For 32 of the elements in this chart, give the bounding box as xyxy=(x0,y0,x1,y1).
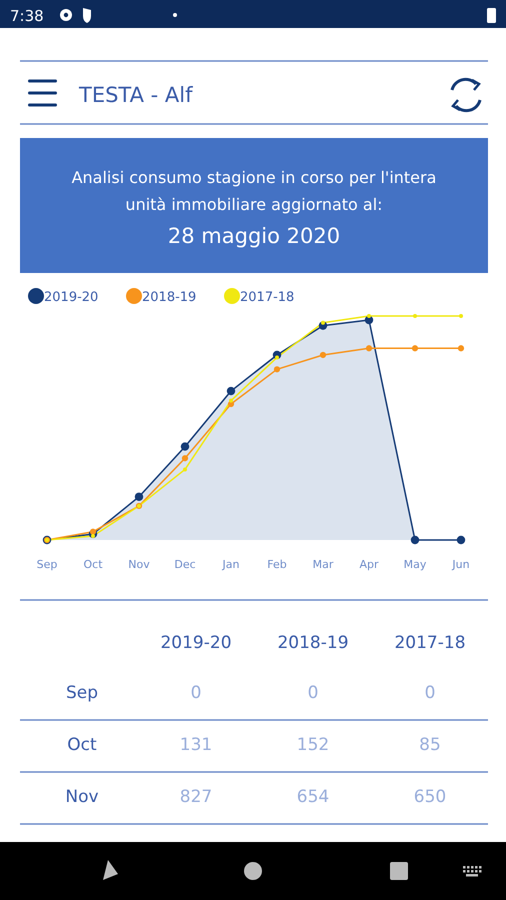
text: TESTA - Alf xyxy=(78,83,194,107)
text: 2018-19 xyxy=(277,633,349,653)
chart-subtitle: 28 maggio 2020 xyxy=(168,224,340,248)
data-label: 654 xyxy=(296,787,330,807)
x-tick-label: Feb xyxy=(267,558,287,571)
text: 7:38 xyxy=(10,7,44,25)
x-tick-label: Nov xyxy=(128,558,150,571)
text: 2019-20 xyxy=(160,633,232,653)
data-label: 0 xyxy=(190,683,202,703)
legend-label: 2018-19 xyxy=(142,290,196,305)
x-tick-label: Mar xyxy=(312,558,334,571)
x-tick-label: Dec xyxy=(174,558,196,571)
x-tick-label: Apr xyxy=(359,558,379,571)
x-tick-label: Jun xyxy=(451,558,470,571)
data-label: 827 xyxy=(180,787,212,807)
legend-label: 2019-20 xyxy=(44,290,98,305)
data-label: 0 xyxy=(308,683,318,703)
category-label: Sep xyxy=(66,683,98,703)
data-label: 0 xyxy=(424,683,436,703)
data-label: 650 xyxy=(414,787,446,807)
data-label: 85 xyxy=(419,735,441,755)
x-tick-label: Oct xyxy=(83,558,104,571)
category-label: Nov xyxy=(65,787,99,807)
data-label: 152 xyxy=(296,735,330,755)
x-tick-label: Sep xyxy=(36,558,58,571)
x-tick-label: Jan xyxy=(222,558,240,571)
text: 2017-18 xyxy=(394,633,466,653)
data-label: 131 xyxy=(180,735,212,755)
legend-label: 2017-18 xyxy=(240,290,294,305)
category-label: Oct xyxy=(67,735,98,755)
chart-title: Analisi consumo stagione in corso per l'intera unità immobiliare aggiornato al: xyxy=(72,168,436,214)
x-tick-label: May xyxy=(404,558,427,571)
